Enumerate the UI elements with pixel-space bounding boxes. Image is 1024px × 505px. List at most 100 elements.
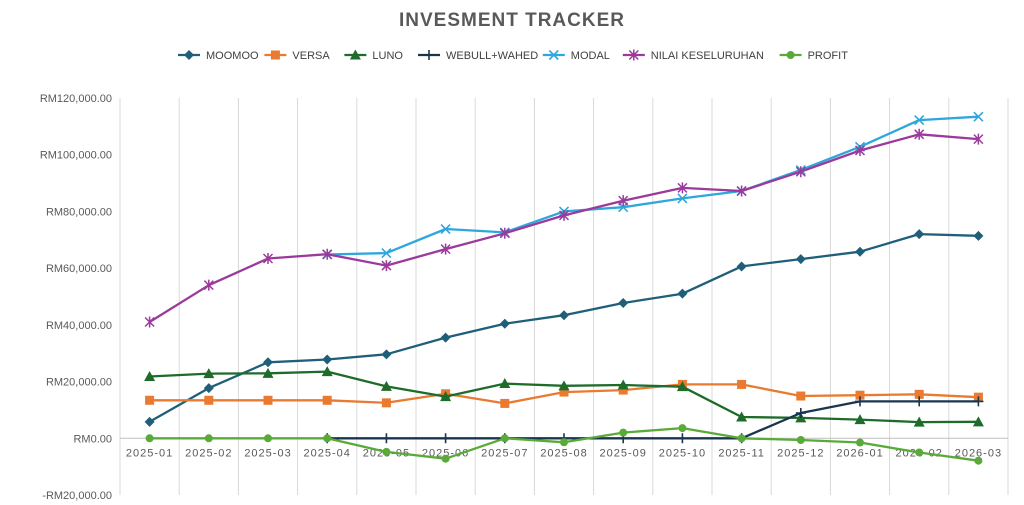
data-point <box>796 391 806 401</box>
data-point <box>914 115 925 126</box>
data-point <box>559 387 569 397</box>
y-tick-label: RM100,000.00 <box>40 150 112 162</box>
legend-marker <box>786 51 795 59</box>
legend-label: MODAL <box>571 50 610 62</box>
data-point <box>440 223 451 235</box>
legend-label: VERSA <box>292 50 330 62</box>
series-profit <box>145 424 983 465</box>
legend-label: NILAI KESELURUHAN <box>651 50 764 62</box>
data-point <box>560 438 568 447</box>
legend-marker <box>548 49 559 61</box>
data-point <box>854 414 866 425</box>
series-nilai-keseluruhan <box>144 128 984 328</box>
data-point <box>440 243 451 255</box>
x-axis: 2025-012025-022025-032025-042025-052025-… <box>126 447 1001 459</box>
data-point <box>737 379 747 389</box>
x-tick-label: 2025-08 <box>540 447 587 459</box>
data-point <box>618 298 629 309</box>
data-point <box>263 395 273 405</box>
data-point <box>322 395 332 405</box>
data-point <box>203 383 214 394</box>
data-point <box>617 379 629 390</box>
x-tick-label: 2025-02 <box>185 447 232 459</box>
y-tick-label: -RM20,000.00 <box>42 490 112 502</box>
data-point <box>381 260 392 272</box>
legend-item: NILAI KESELURUHAN <box>622 49 764 62</box>
data-point <box>677 182 688 194</box>
legend-marker <box>349 49 361 60</box>
x-tick-label: 2025-04 <box>304 447 351 459</box>
data-point <box>440 433 451 444</box>
data-point <box>913 416 925 427</box>
data-point <box>204 395 214 405</box>
legend-item: VERSA <box>264 50 330 62</box>
data-point <box>262 367 274 378</box>
series-line <box>327 115 979 256</box>
data-point <box>855 396 865 407</box>
data-point <box>676 381 688 392</box>
data-point <box>440 391 452 402</box>
data-point <box>499 227 510 239</box>
data-point <box>795 254 806 265</box>
data-point <box>322 354 333 365</box>
data-point <box>380 380 392 391</box>
y-axis: RM120,000.00 RM100,000.00 RM80,000.00 RM60,… <box>40 93 112 502</box>
x-tick-label: 2025-09 <box>600 447 647 459</box>
data-point <box>914 389 924 399</box>
data-point <box>203 368 215 379</box>
data-point <box>795 408 806 419</box>
data-point <box>914 128 925 140</box>
data-point <box>144 370 156 381</box>
data-point <box>795 166 806 178</box>
series-line <box>149 370 979 424</box>
chart-title: INVESMENT TRACKER <box>399 10 625 31</box>
legend-label: WEBULL+WAHED <box>446 50 538 62</box>
data-point <box>381 398 391 408</box>
data-point <box>145 434 154 443</box>
data-point <box>855 390 865 400</box>
data-point <box>736 411 748 422</box>
series-moomoo <box>144 229 984 427</box>
y-tick-label: RM60,000.00 <box>46 263 112 275</box>
data-point <box>145 395 155 405</box>
data-point <box>441 454 450 463</box>
legend-item: MODAL <box>542 49 610 62</box>
data-point <box>914 396 925 407</box>
y-tick-label: RM40,000.00 <box>46 320 112 332</box>
data-point <box>381 433 392 444</box>
data-point <box>558 380 570 391</box>
legend-item: LUNO <box>344 49 403 62</box>
data-point <box>619 428 628 437</box>
legend-item: MOOMOO <box>178 50 259 62</box>
x-tick-label: 2025-11 <box>718 447 765 459</box>
data-point <box>262 253 274 265</box>
data-point <box>618 385 628 395</box>
data-point <box>323 434 332 443</box>
data-point <box>973 133 984 145</box>
data-point <box>500 434 509 443</box>
data-point <box>263 357 273 368</box>
legend: MOOMOO VERSA LUNO WEBULL+WAHED MODAL NILAI KE… <box>178 49 848 62</box>
y-tick-label: RM80,000.00 <box>46 206 112 218</box>
data-point <box>499 318 510 329</box>
y-tick-label: RM120,000.00 <box>40 93 112 105</box>
x-tick-label: 2025-07 <box>481 447 528 459</box>
data-point <box>264 434 272 443</box>
data-point <box>322 248 333 260</box>
y-tick-label: RM0.00 <box>73 433 112 445</box>
series-line <box>148 133 979 323</box>
legend-item: PROFIT <box>779 50 848 62</box>
data-point <box>678 424 687 433</box>
data-point <box>736 261 747 272</box>
data-point <box>855 246 865 257</box>
data-point <box>440 332 451 343</box>
x-tick-label: 2025-10 <box>659 447 706 459</box>
data-point <box>499 378 511 389</box>
data-point <box>677 433 688 444</box>
data-point <box>381 349 392 360</box>
data-point <box>973 396 984 407</box>
data-point <box>144 316 155 328</box>
data-point <box>737 434 746 443</box>
data-point <box>382 447 391 456</box>
